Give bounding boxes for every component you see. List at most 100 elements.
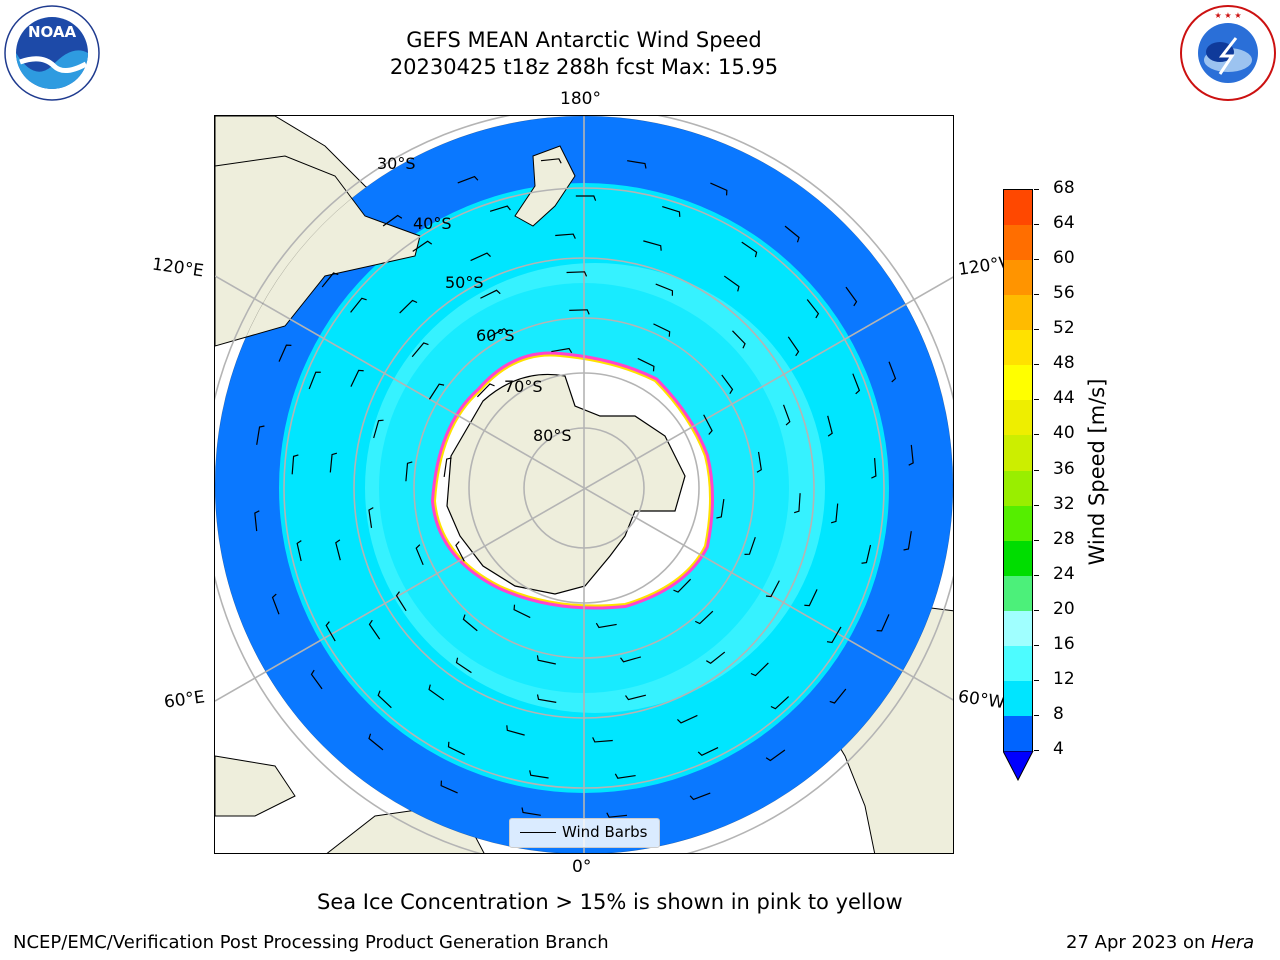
wind-barb	[845, 286, 858, 307]
wind-barb	[756, 451, 762, 473]
colorbar-tick-mark	[1034, 399, 1039, 401]
footer-date-text: 27 Apr 2023 on	[1066, 932, 1212, 953]
wind-barb	[325, 621, 336, 642]
colorbar-tick-mark	[1034, 609, 1039, 611]
colorbar-tick-label: 12	[1053, 668, 1075, 689]
wind-barb	[488, 327, 509, 339]
wind-barb	[627, 160, 647, 169]
wind-barb	[256, 425, 265, 445]
sea-ice-caption: Sea Ice Concentration > 15% is shown in …	[317, 890, 903, 914]
colorbar-tick-mark	[1034, 714, 1039, 716]
colorbar-segment	[1004, 435, 1032, 471]
wind-barb	[765, 749, 786, 762]
wind-barb	[903, 531, 912, 551]
wind-barb	[455, 541, 465, 562]
wind-barb	[694, 610, 714, 625]
wind-barb	[368, 507, 374, 528]
wind-barb	[506, 725, 525, 736]
wind-barb	[382, 214, 403, 227]
lat-label-30: 30°S	[377, 154, 416, 173]
colorbar-tick-mark	[1034, 679, 1039, 681]
colorbar-tick-mark	[1034, 750, 1039, 751]
lat-label-50: 50°S	[445, 273, 484, 292]
colorbar-label: Wind Speed [m/s]	[1085, 378, 1109, 566]
colorbar-segment	[1004, 225, 1032, 261]
colorbar-tick-mark	[1034, 364, 1039, 366]
wind-barb	[732, 330, 746, 349]
wind-barb	[350, 297, 367, 313]
colorbar-segment	[1004, 470, 1032, 506]
wind-barb	[428, 383, 445, 400]
colorbar-extend-arrow	[1003, 751, 1034, 781]
wind-barb	[411, 342, 429, 358]
colorbar-segment	[1004, 540, 1032, 576]
wind-barb	[536, 694, 557, 703]
wind-barb	[428, 684, 445, 701]
wind-barb	[457, 175, 479, 184]
wind-barb	[750, 662, 769, 677]
colorbar-segment	[1004, 610, 1032, 646]
wind-barb	[540, 158, 562, 164]
colorbar-tick-label: 68	[1053, 178, 1075, 198]
wind-barb	[443, 457, 452, 477]
colorbar-tick-label: 36	[1053, 458, 1075, 479]
wind-barbs	[254, 158, 914, 818]
lon-label-0: 0°	[572, 857, 592, 877]
wind-barb	[555, 233, 576, 239]
wind-barb	[765, 580, 780, 598]
wind-barb	[308, 371, 321, 390]
wind-barb	[637, 357, 655, 372]
colorbar-tick-mark	[1034, 504, 1039, 506]
colorbar-tick-mark	[1034, 329, 1039, 331]
wind-barb	[643, 240, 662, 251]
wind-barb	[827, 415, 833, 437]
lat-label-70: 70°S	[504, 377, 543, 396]
lat-label-80: 80°S	[533, 426, 572, 445]
wind-barb	[529, 770, 549, 779]
lon-label-180: 180°	[560, 89, 601, 109]
wind-barb	[321, 272, 339, 288]
colorbar-tick-mark	[1034, 294, 1039, 296]
wind-barb	[395, 591, 407, 612]
wind-barb	[551, 347, 573, 354]
colorbar-tick-mark	[1034, 539, 1039, 541]
footer-branch: NCEP/EMC/Verification Post Processing Pr…	[13, 932, 609, 953]
colorbar-segment	[1004, 575, 1032, 611]
wind-barb	[625, 694, 647, 701]
wind-barb	[710, 182, 728, 196]
svg-text:★ ★ ★: ★ ★ ★	[1214, 11, 1241, 20]
colorbar-tick-mark	[1034, 574, 1039, 576]
colorbar-segment	[1004, 645, 1032, 681]
wind-barb	[536, 655, 556, 665]
wind-barb	[806, 299, 820, 319]
colorbar-tick-label: 20	[1053, 598, 1075, 619]
wind-barb	[673, 578, 692, 593]
wind-barb	[804, 589, 818, 607]
colorbar-segment	[1004, 505, 1032, 541]
wind-barb	[399, 299, 418, 314]
colorbar-tick-mark	[1034, 259, 1039, 261]
colorbar-tick-label: 60	[1053, 248, 1075, 269]
noaa-logo: NOAA	[2, 4, 102, 102]
wind-barb	[368, 733, 384, 751]
colorbar-tick-label: 64	[1053, 213, 1075, 234]
wind-barb	[470, 252, 491, 262]
wind-barb	[677, 714, 698, 724]
wind-barb	[480, 289, 501, 299]
colorbar-segment	[1004, 400, 1032, 436]
antarctica-land	[446, 373, 686, 595]
wind-barb	[254, 510, 260, 532]
wind-barb	[412, 240, 433, 252]
colorbar-segment	[1004, 190, 1032, 226]
wind-barb	[852, 373, 861, 395]
wind-barb	[310, 669, 323, 690]
wind-barb	[653, 323, 671, 337]
wind-barb	[368, 619, 381, 640]
wind-barb	[462, 614, 478, 632]
wind-barb	[415, 544, 424, 566]
wind-barb	[592, 737, 613, 743]
title-line-2: 20230425 t18z 288h fcst Max: 15.95	[389, 55, 779, 79]
colorbar	[1003, 189, 1033, 752]
colorbar-tick-label: 4	[1053, 739, 1064, 759]
wind-barb	[703, 414, 713, 435]
